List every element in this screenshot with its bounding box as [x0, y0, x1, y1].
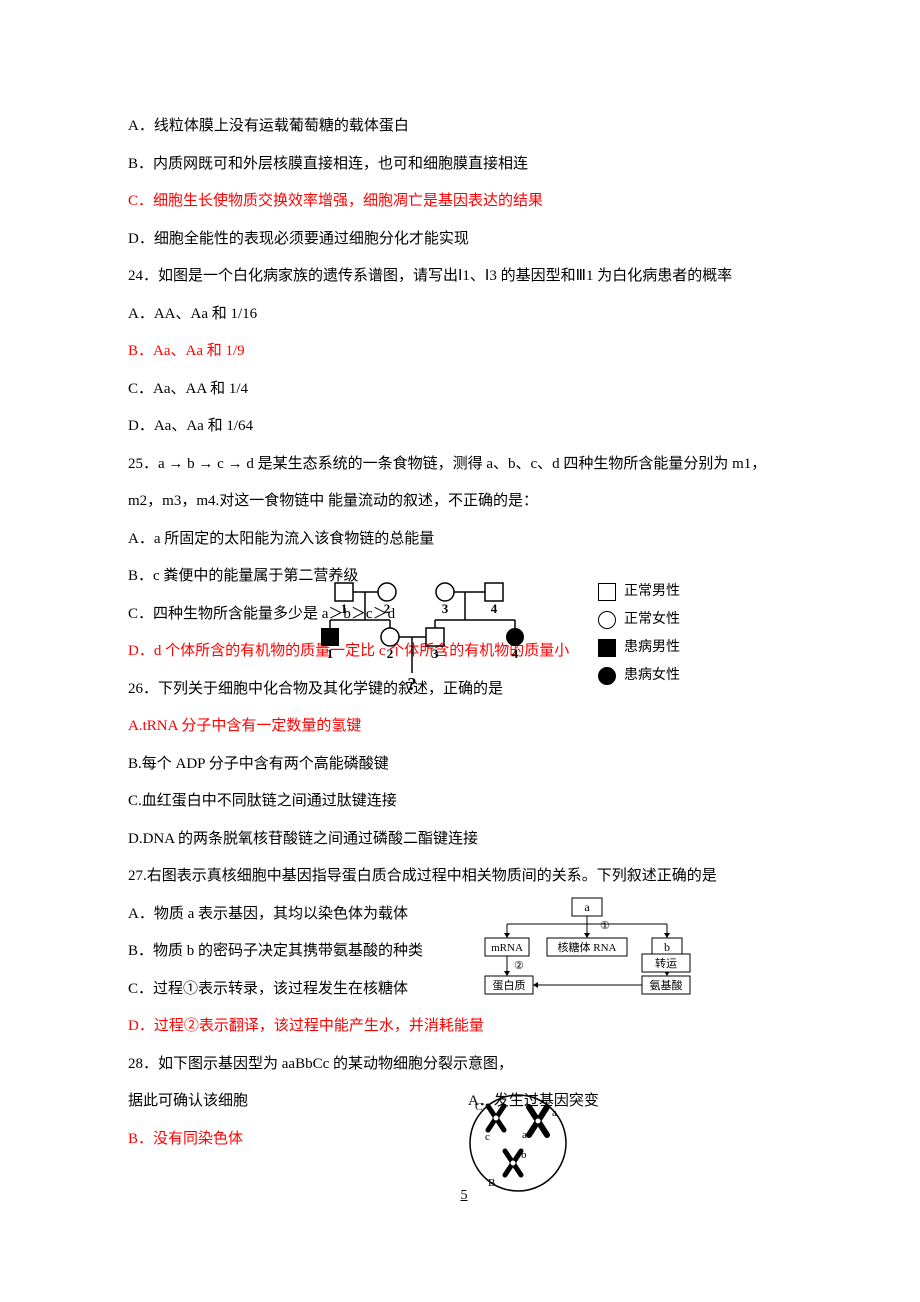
q26-option-b: B.每个 ADP 分子中含有两个高能磷酸键: [128, 746, 800, 784]
square-filled-icon: [598, 639, 616, 657]
page-container: A．线粒体膜上没有运载葡萄糖的载体蛋白 B．内质网既可和外层核膜直接相连，也可和…: [0, 0, 920, 1273]
legend-label: 正常女性: [624, 605, 680, 635]
svg-text:核糖体 RNA: 核糖体 RNA: [558, 940, 617, 954]
svg-text:4: 4: [491, 601, 498, 616]
svg-text:转运: 转运: [655, 956, 677, 970]
q26-option-c: C.血红蛋白中不同肽链之间通过肽键连接: [128, 783, 800, 821]
legend-affected-male: 患病男性: [598, 634, 680, 662]
q24-option-b: B．Aa、Aa 和 1/9: [128, 333, 800, 371]
svg-text:1: 1: [341, 601, 348, 616]
svg-text:mRNA: mRNA: [491, 942, 523, 954]
q27-option-c: C．过程①表示转录，该过程发生在核糖体: [128, 971, 800, 1009]
square-icon: [598, 583, 616, 601]
legend-normal-male: 正常男性: [598, 578, 680, 606]
q27-svg: a ① mRNA 核糖体 RNA b: [482, 896, 692, 1016]
q27-option-a: A．物质 a 表示基因，其均以染色体为载体: [128, 896, 800, 934]
svg-text:氨基酸: 氨基酸: [650, 978, 683, 992]
q27-stem: 27.右图表示真核细胞中基因指导蛋白质合成过程中相关物质间的关系。下列叙述正确的…: [128, 858, 800, 896]
svg-text:3: 3: [442, 601, 449, 616]
q25-option-a: A．a 所固定的太阳能为流入该食物链的总能量: [128, 521, 800, 559]
svg-text:2: 2: [384, 601, 391, 616]
svg-text:?: ?: [408, 674, 417, 694]
svg-text:②: ②: [514, 960, 524, 972]
option-b: B．内质网既可和外层核膜直接相连，也可和细胞膜直接相连: [128, 146, 800, 184]
q24-option-a: A．AA、Aa 和 1/16: [128, 296, 800, 334]
svg-text:a: a: [522, 1129, 527, 1141]
legend-label: 患病男性: [624, 633, 680, 663]
option-c: C．细胞生长使物质交换效率增强，细胞凋亡是基因表达的结果: [128, 183, 800, 221]
svg-text:c: c: [485, 1131, 490, 1143]
pedigree-svg: 1 2 3 4: [310, 578, 570, 708]
svg-text:C: C: [475, 1101, 482, 1113]
svg-text:a: a: [584, 900, 590, 914]
q24-option-c: C．Aa、AA 和 1/4: [128, 371, 800, 409]
q28-stem-line1: 28．如下图示基因型为 aaBbCc 的某动物细胞分裂示意图，: [128, 1046, 800, 1084]
q26-option-d: D.DNA 的两条脱氧核苷酸链之间通过磷酸二酯键连接: [128, 821, 800, 859]
prev-question-options: A．线粒体膜上没有运载葡萄糖的载体蛋白 B．内质网既可和外层核膜直接相连，也可和…: [128, 108, 800, 258]
svg-text:4: 4: [512, 646, 519, 661]
cell-svg: C c a a b B: [458, 1088, 578, 1208]
svg-text:B: B: [488, 1177, 495, 1189]
q27-flowchart: a ① mRNA 核糖体 RNA b: [482, 896, 692, 1032]
legend-affected-female: 患病女性: [598, 662, 680, 690]
question-27: 27.右图表示真核细胞中基因指导蛋白质合成过程中相关物质间的关系。下列叙述正确的…: [128, 858, 800, 1046]
circle-icon: [598, 611, 616, 629]
circle-filled-icon: [598, 667, 616, 685]
question-28: 28．如下图示基因型为 aaBbCc 的某动物细胞分裂示意图， 据此可确认该细胞…: [128, 1046, 800, 1159]
svg-text:3: 3: [432, 646, 439, 661]
q27-option-d: D．过程②表示翻译，该过程中能产生水，并消耗能量: [128, 1008, 800, 1046]
q25-stem: 25．a → b → c → d 是某生态系统的一条食物链，测得 a、b、c、d…: [128, 446, 800, 521]
svg-text:b: b: [521, 1149, 527, 1161]
svg-text:b: b: [664, 940, 670, 954]
svg-text:①: ①: [600, 920, 610, 932]
svg-text:蛋白质: 蛋白质: [493, 978, 526, 992]
pedigree-legend: 正常男性 正常女性 患病男性 患病女性: [598, 578, 680, 690]
q24-stem: 24．如图是一个白化病家族的遗传系谱图，请写出Ⅰ1、Ⅰ3 的基因型和Ⅲ1 为白化…: [128, 258, 800, 296]
q28-cell-diagram: C c a a b B: [458, 1088, 618, 1224]
question-24: 24．如图是一个白化病家族的遗传系谱图，请写出Ⅰ1、Ⅰ3 的基因型和Ⅲ1 为白化…: [128, 258, 800, 446]
svg-text:a: a: [552, 1107, 557, 1119]
q24-option-d: D．Aa、Aa 和 1/64: [128, 408, 800, 446]
pedigree-diagram: 1 2 3 4: [310, 578, 680, 718]
legend-normal-female: 正常女性: [598, 606, 680, 634]
svg-text:2: 2: [387, 646, 394, 661]
option-d: D．细胞全能性的表现必须要通过细胞分化才能实现: [128, 221, 800, 259]
q27-option-b: B．物质 b 的密码子决定其携带氨基酸的种类: [128, 933, 800, 971]
legend-label: 正常男性: [624, 577, 680, 607]
legend-label: 患病女性: [624, 661, 680, 691]
option-a: A．线粒体膜上没有运载葡萄糖的载体蛋白: [128, 108, 800, 146]
svg-text:1: 1: [327, 646, 334, 661]
